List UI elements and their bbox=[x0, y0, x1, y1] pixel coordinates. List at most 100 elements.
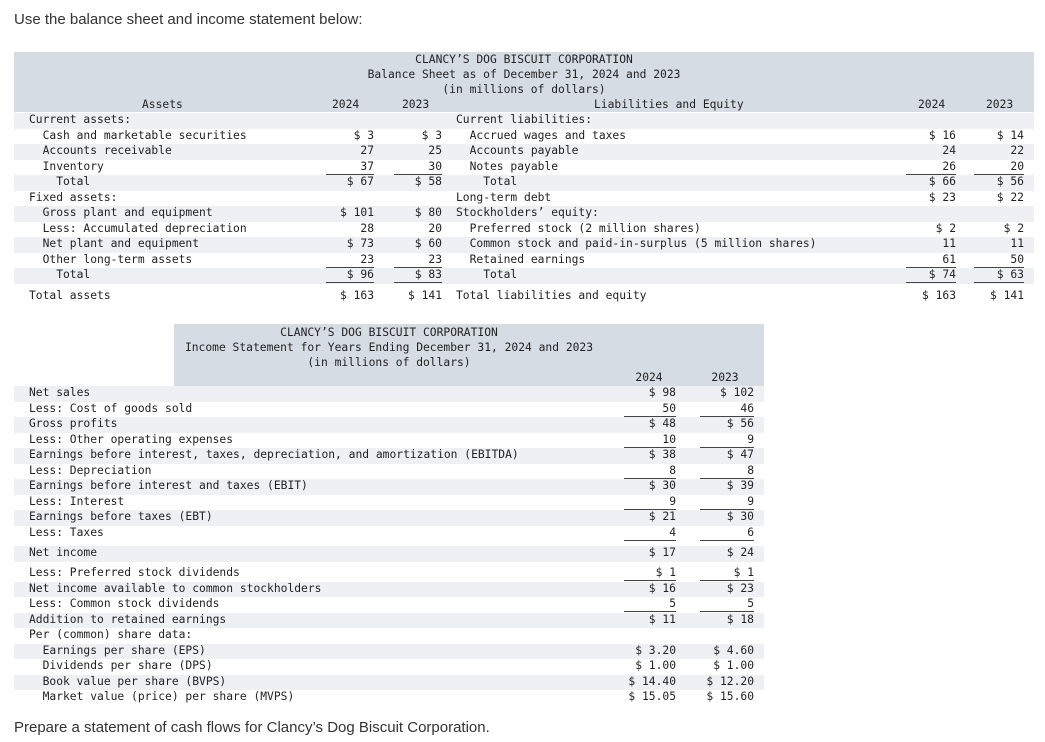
asset-label: Cash and marketable securities bbox=[29, 128, 247, 142]
income-year-2024: 2024 bbox=[635, 371, 663, 384]
asset-value-2024: $ 163 bbox=[339, 288, 374, 302]
income-label: Dividends per share (DPS) bbox=[29, 659, 213, 672]
income-value-2023: $ 24 bbox=[726, 546, 754, 559]
asset-value-2024: 37 bbox=[326, 160, 374, 175]
income-value-2023: $ 102 bbox=[719, 386, 754, 399]
liability-label: Long-term debt bbox=[456, 190, 552, 204]
income-label: Net sales bbox=[29, 386, 91, 399]
asset-label: Gross plant and equipment bbox=[29, 206, 213, 219]
income-label: Net income available to common stockhold… bbox=[29, 581, 322, 595]
income-label: Gross profits bbox=[29, 417, 118, 430]
income-label: Less: Taxes bbox=[29, 525, 104, 539]
asset-value-2024: $ 96 bbox=[326, 268, 374, 283]
income-value-2023: $ 1.00 bbox=[713, 659, 754, 672]
income-value-2024: $ 14.40 bbox=[628, 674, 676, 688]
asset-label: Current assets: bbox=[29, 113, 132, 126]
balance-sheet-units: (in millions of dollars) bbox=[442, 83, 606, 96]
income-value-2024: $ 16 bbox=[648, 581, 676, 595]
income-label: Earnings before interest, taxes, depreci… bbox=[29, 448, 519, 461]
liability-value-2024: $ 23 bbox=[928, 190, 956, 204]
liabilities-year-2024: 2024 bbox=[918, 98, 946, 111]
income-value-2023: $ 4.60 bbox=[713, 643, 754, 657]
asset-value-2023: $ 3 bbox=[421, 128, 442, 142]
asset-value-2023: 23 bbox=[394, 253, 442, 268]
income-value-2024: $ 38 bbox=[648, 448, 676, 461]
income-label: Less: Other operating expenses bbox=[29, 432, 234, 446]
income-value-2024: $ 17 bbox=[648, 546, 676, 559]
asset-label: Fixed assets: bbox=[29, 190, 118, 204]
income-row-stripe bbox=[14, 674, 764, 690]
liability-label: Total bbox=[456, 175, 518, 188]
income-value-2024: $ 11 bbox=[648, 612, 676, 626]
income-row-stripe bbox=[14, 581, 764, 597]
balance-sheet-row-stripe bbox=[14, 237, 1034, 253]
income-value-2024: 8 bbox=[624, 464, 676, 479]
income-value-2024: $ 30 bbox=[648, 479, 676, 492]
asset-value-2023: $ 58 bbox=[414, 175, 442, 188]
income-value-2023: 9 bbox=[700, 433, 754, 448]
liability-label: Common stock and paid-in-surplus (5 mill… bbox=[456, 237, 817, 250]
intro-text: Use the balance sheet and income stateme… bbox=[14, 11, 363, 28]
asset-value-2023: $ 141 bbox=[407, 288, 442, 302]
income-label: Earnings before interest and taxes (EBIT… bbox=[29, 479, 308, 492]
asset-value-2024: 28 bbox=[360, 221, 374, 235]
income-value-2024: $ 98 bbox=[648, 386, 676, 399]
income-row-stripe bbox=[14, 643, 764, 659]
liability-value-2024: $ 16 bbox=[928, 128, 956, 142]
income-value-2023: 9 bbox=[700, 495, 754, 510]
liability-label: Retained earnings bbox=[456, 252, 586, 266]
income-value-2023: 5 bbox=[700, 597, 754, 612]
income-label: Earnings per share (EPS) bbox=[29, 643, 206, 657]
income-label: Less: Cost of goods sold bbox=[29, 401, 193, 415]
income-label: Less: Interest bbox=[29, 494, 125, 508]
liability-value-2023: $ 14 bbox=[996, 128, 1024, 142]
income-value-2024: $ 21 bbox=[648, 510, 676, 523]
liability-label: Total bbox=[456, 268, 518, 281]
asset-label: Total bbox=[29, 175, 91, 188]
income-label: Market value (price) per share (MVPS) bbox=[29, 690, 295, 703]
instruction-text: Prepare a statement of cash flows for Cl… bbox=[14, 719, 490, 736]
income-value-2023: $ 39 bbox=[726, 479, 754, 492]
liability-value-2024: 26 bbox=[906, 160, 956, 175]
income-statement-header-band bbox=[174, 324, 764, 386]
income-statement-title: Income Statement for Years Ending Decemb… bbox=[184, 341, 594, 354]
liability-label: Notes payable bbox=[456, 159, 559, 173]
income-value-2023: $ 12.20 bbox=[706, 674, 754, 688]
liability-value-2023: $ 141 bbox=[989, 288, 1024, 302]
asset-value-2024: 27 bbox=[360, 144, 374, 157]
liability-label: Current liabilities: bbox=[456, 113, 593, 126]
asset-value-2023: 25 bbox=[428, 144, 442, 157]
balance-sheet-row-stripe bbox=[14, 206, 1034, 222]
income-statement: CLANCY’S DOG BISCUIT CORPORATION Income … bbox=[14, 324, 764, 704]
balance-sheet: CLANCY’S DOG BISCUIT CORPORATION Balance… bbox=[14, 52, 1034, 304]
assets-year-2024: 2024 bbox=[332, 98, 360, 111]
asset-value-2023: $ 80 bbox=[414, 206, 442, 219]
liability-value-2024: 24 bbox=[942, 144, 956, 157]
income-row-stripe bbox=[14, 546, 764, 562]
balance-sheet-company: CLANCY’S DOG BISCUIT CORPORATION bbox=[415, 53, 633, 66]
income-value-2023: $ 47 bbox=[726, 448, 754, 461]
income-row-stripe bbox=[14, 479, 764, 495]
income-value-2024: 5 bbox=[624, 597, 676, 612]
income-label: Addition to retained earnings bbox=[29, 612, 227, 626]
income-statement-company: CLANCY’S DOG BISCUIT CORPORATION bbox=[280, 326, 498, 339]
liability-value-2024: 11 bbox=[942, 237, 956, 250]
asset-value-2024: $ 67 bbox=[346, 175, 374, 188]
income-value-2024: $ 1 bbox=[624, 566, 676, 581]
income-year-2023: 2023 bbox=[711, 371, 739, 384]
income-label: Less: Preferred stock dividends bbox=[29, 566, 240, 579]
assets-header: Assets bbox=[142, 98, 183, 111]
liability-value-2023: $ 56 bbox=[996, 175, 1024, 188]
income-value-2023: $ 18 bbox=[726, 612, 754, 626]
asset-label: Net plant and equipment bbox=[29, 237, 200, 250]
assets-year-2023: 2023 bbox=[402, 98, 430, 111]
liability-label: Stockholders’ equity: bbox=[456, 206, 599, 219]
asset-label: Total assets bbox=[29, 288, 111, 302]
liability-value-2023: 22 bbox=[1010, 144, 1024, 157]
income-value-2023: 8 bbox=[700, 464, 754, 479]
income-value-2024: 50 bbox=[624, 402, 676, 417]
income-label: Less: Depreciation bbox=[29, 463, 152, 477]
income-value-2023: $ 1 bbox=[700, 566, 754, 581]
asset-label: Less: Accumulated depreciation bbox=[29, 221, 247, 235]
asset-value-2023: $ 60 bbox=[414, 237, 442, 250]
